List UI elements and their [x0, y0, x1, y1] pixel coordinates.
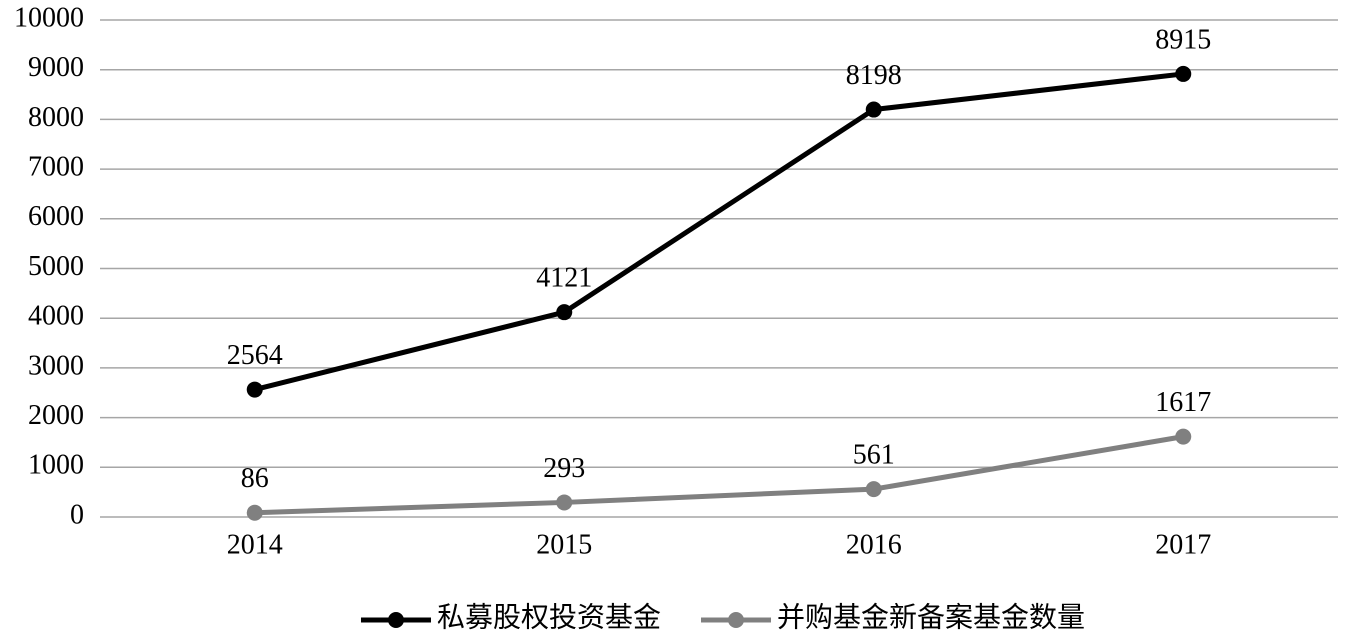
point	[246, 381, 263, 398]
data-label: 1617	[1155, 387, 1211, 418]
point	[865, 101, 882, 118]
point	[556, 304, 573, 321]
series-line	[254, 71, 1184, 392]
data-label: 561	[853, 440, 895, 471]
data-label: 293	[543, 453, 585, 484]
data-label: 2564	[227, 340, 283, 371]
legend: 私募股权投资基金 并购基金新备案基金数量	[360, 601, 1085, 633]
x-tick-label: 2016	[846, 529, 902, 560]
series-line	[254, 434, 1184, 516]
data-label: 8915	[1155, 24, 1211, 55]
y-tick-label: 8000	[28, 102, 84, 133]
point	[556, 494, 573, 511]
legend-marker	[728, 612, 744, 628]
y-tick-label: 10000	[14, 2, 84, 33]
point	[865, 481, 882, 498]
x-tick-label: 2017	[1155, 529, 1211, 560]
legend-marker	[387, 612, 404, 628]
data-label: 4121	[536, 263, 592, 294]
point	[1175, 65, 1192, 82]
y-tick-label: 2000	[28, 400, 84, 431]
data-label: 86	[241, 463, 269, 494]
legend-label: 并购基金新备案基金数量	[777, 601, 1085, 633]
y-tick-label: 9000	[28, 52, 84, 83]
point	[246, 504, 263, 521]
y-tick-label: 3000	[28, 350, 84, 381]
y-tick-label: 7000	[28, 152, 84, 183]
x-tick-label: 2014	[227, 529, 283, 560]
y-tick-label: 5000	[28, 251, 84, 282]
y-tick-label: 4000	[28, 301, 84, 332]
y-tick-label: 6000	[28, 201, 84, 232]
data-label: 8198	[846, 60, 902, 91]
x-tick-label: 2015	[536, 529, 592, 560]
y-tick-label: 0	[70, 499, 84, 530]
point	[1175, 428, 1192, 445]
y-tick-label: 1000	[28, 450, 84, 481]
legend-label: 私募股权投资基金	[437, 601, 661, 633]
